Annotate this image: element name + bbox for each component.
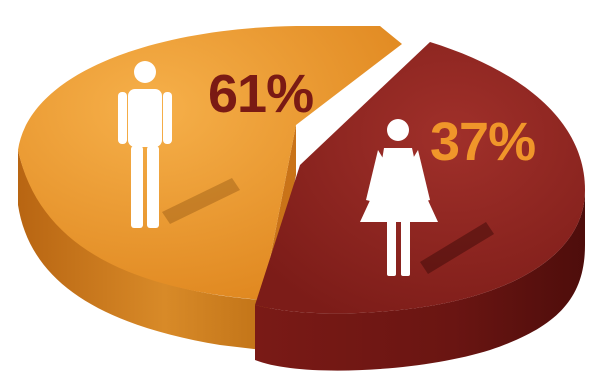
data-label-women: 37% — [430, 112, 535, 172]
male-figure-icon — [118, 61, 240, 228]
female-figure-icon — [360, 119, 494, 276]
pie-slice-women-side — [255, 190, 585, 371]
data-label-men: 61% — [208, 64, 313, 124]
pie-slice-men — [18, 26, 402, 300]
pie-slice-men-side — [18, 150, 262, 350]
